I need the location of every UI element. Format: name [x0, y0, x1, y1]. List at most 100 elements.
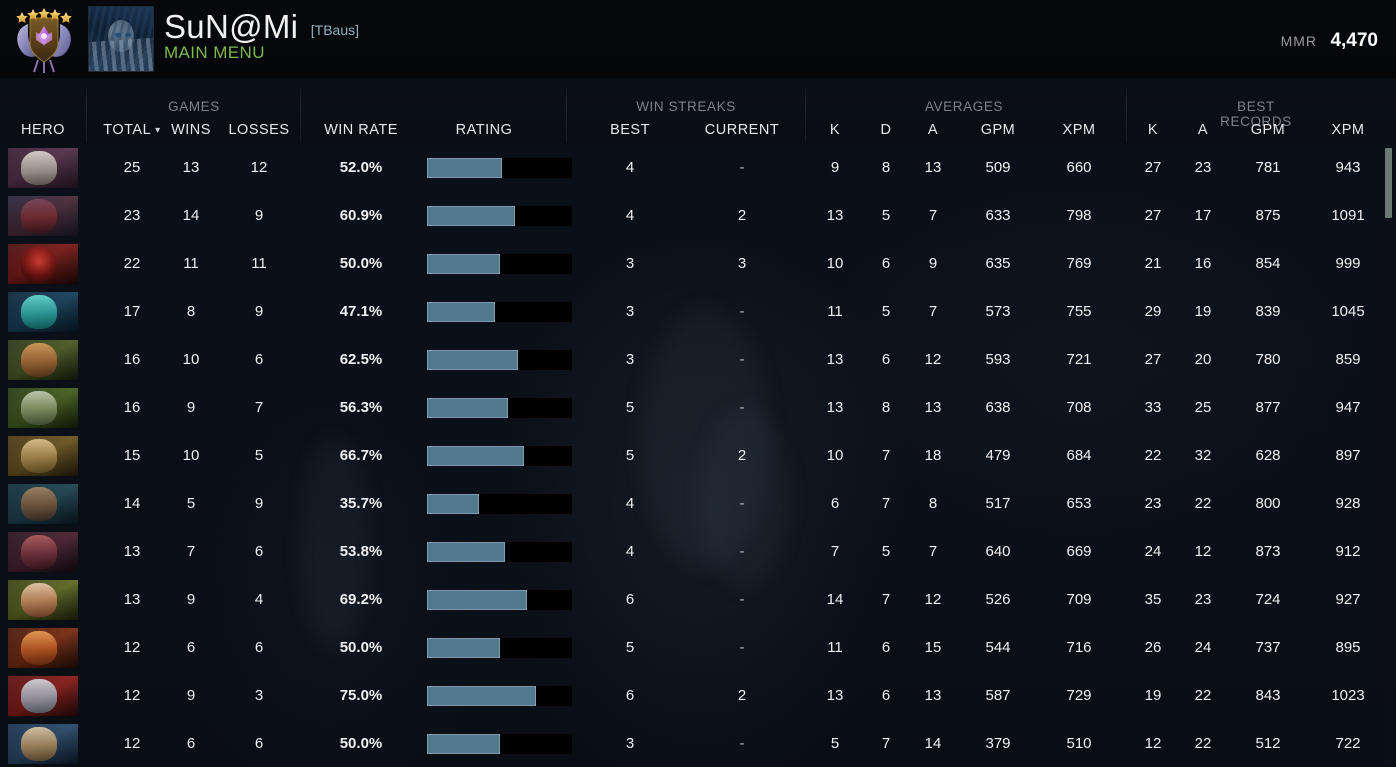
- hero-portrait-icon[interactable]: [8, 484, 78, 524]
- table-row[interactable]: 12 6 6 3-5 7 14 379 510 12 22 512 722 50.0%: [0, 720, 1396, 767]
- table-row[interactable]: 12 9 3 6 2 13 6 13 587 729 19 22 843 1023 75.0%: [0, 672, 1396, 720]
- table-row[interactable]: 22 11 11 3 3 10 6 9 635 769 21 16 854 999 50.0%: [0, 240, 1396, 288]
- table-row[interactable]: 16 10 6 3-13 6 12 593 721 27 20 780 859 62.5%: [0, 336, 1396, 384]
- cell-avg-xpm: 660: [1066, 159, 1092, 176]
- rating-bar-fill: [427, 542, 505, 562]
- table-row[interactable]: 16 9 7 5-13 8 13 638 708 33 25 877 947 56.3%: [0, 384, 1396, 432]
- cell-avg-gpm: 638: [985, 399, 1011, 416]
- hero-portrait-icon[interactable]: [8, 676, 78, 716]
- cell-best-gpm: 737: [1255, 639, 1281, 656]
- hero-portrait-icon[interactable]: [8, 196, 78, 236]
- cell-best-k: 21: [1144, 255, 1162, 272]
- rating-bar-fill: [427, 686, 536, 706]
- cell-streak-best: 3: [625, 351, 635, 368]
- cell-games-losses: 9: [254, 303, 264, 320]
- cell-best-gpm: 877: [1255, 399, 1281, 416]
- cell-best-a: 23: [1194, 591, 1212, 608]
- table-row[interactable]: 13 7 6 4-7 5 7 640 669 24 12 873 912 53.8%: [0, 528, 1396, 576]
- column-header-avg-gpm[interactable]: GPM: [980, 122, 1016, 138]
- hero-portrait-icon[interactable]: [8, 628, 78, 668]
- player-team-tag: [TBaus]: [310, 22, 360, 38]
- cell-best-xpm: 859: [1335, 351, 1361, 368]
- cell-avg-d: 5: [881, 303, 891, 320]
- cell-streak-best: 6: [625, 687, 635, 704]
- cell-games-losses: 6: [254, 543, 264, 560]
- cell-avg-gpm: 587: [985, 687, 1011, 704]
- cell-avg-xpm: 708: [1066, 399, 1092, 416]
- scrollbar-thumb[interactable]: [1385, 148, 1392, 218]
- table-row[interactable]: 25 13 12 4-9 8 13 509 660 27 23 781 943 52.0%: [0, 144, 1396, 192]
- cell-streak-current: 2: [737, 447, 747, 464]
- hero-portrait-icon[interactable]: [8, 724, 78, 764]
- cell-streak-current: -: [739, 399, 745, 416]
- rating-bar-fill: [427, 638, 500, 658]
- table-row[interactable]: 15 10 5 5 2 10 7 18 479 684 22 32 628 897 66.7%: [0, 432, 1396, 480]
- hero-stats-list[interactable]: 25 13 12 4-9 8 13 509 660 27 23 781 943 52.0% 23 14 9 4 2…: [0, 144, 1396, 767]
- scrollbar-track[interactable]: [1384, 146, 1392, 765]
- main-menu-link[interactable]: MAIN MENU: [164, 43, 265, 62]
- cell-best-k: 26: [1144, 639, 1162, 656]
- hero-portrait-icon[interactable]: [8, 340, 78, 380]
- table-row[interactable]: 17 8 9 3-11 5 7 573 755 29 19 839 1045 47.1%: [0, 288, 1396, 336]
- column-header-best-a[interactable]: A: [1197, 122, 1209, 138]
- rating-bar-track: [427, 494, 572, 514]
- cell-streak-best: 4: [625, 543, 635, 560]
- player-avatar-icon[interactable]: [88, 6, 154, 72]
- cell-avg-k: 9: [830, 159, 840, 176]
- cell-games-wins: 6: [186, 639, 196, 656]
- cell-streak-best: 3: [625, 255, 635, 272]
- cell-streak-current: -: [739, 495, 745, 512]
- cell-avg-gpm: 633: [985, 207, 1011, 224]
- cell-avg-k: 6: [830, 495, 840, 512]
- cell-best-a: 22: [1194, 735, 1212, 752]
- player-name: SuN@Mi: [164, 8, 299, 45]
- cell-games-wins: 10: [182, 447, 200, 464]
- mmr-label: MMR: [1280, 33, 1317, 49]
- cell-best-k: 24: [1144, 543, 1162, 560]
- hero-portrait-icon[interactable]: [8, 244, 78, 284]
- cell-games-wins: 5: [186, 495, 196, 512]
- column-header-games-losses[interactable]: LOSSES: [228, 122, 290, 138]
- column-header-best-k[interactable]: K: [1147, 122, 1159, 138]
- hero-portrait-icon[interactable]: [8, 532, 78, 572]
- cell-games-wins: 8: [186, 303, 196, 320]
- rating-bar-fill: [427, 350, 518, 370]
- column-header-streak-best[interactable]: BEST: [610, 122, 650, 138]
- cell-games-losses: 6: [254, 735, 264, 752]
- column-header-hero[interactable]: HERO: [21, 122, 65, 138]
- table-row[interactable]: 14 5 9 4-6 7 8 517 653 23 22 800 928 35.7%: [0, 480, 1396, 528]
- table-row[interactable]: 12 6 6 5-11 6 15 544 716 26 24 737 895 50.0%: [0, 624, 1396, 672]
- cell-win-rate: 50.0%: [339, 255, 383, 272]
- column-header-rating[interactable]: RATING: [455, 122, 513, 138]
- cell-best-gpm: 512: [1255, 735, 1281, 752]
- portrait-shading: [8, 628, 78, 668]
- mmr-display: MMR 4,470: [1281, 30, 1378, 52]
- cell-avg-d: 6: [881, 255, 891, 272]
- column-header-win-rate[interactable]: WIN RATE: [324, 122, 398, 138]
- cell-streak-best: 3: [625, 303, 635, 320]
- column-header-avg-a[interactable]: A: [927, 122, 939, 138]
- hero-portrait-icon[interactable]: [8, 580, 78, 620]
- cell-avg-k: 14: [826, 591, 844, 608]
- rating-bar-track: [427, 398, 572, 418]
- cell-avg-d: 5: [881, 543, 891, 560]
- portrait-shading: [8, 388, 78, 428]
- hero-portrait-icon[interactable]: [8, 148, 78, 188]
- column-header-streak-current[interactable]: CURRENT: [704, 122, 780, 138]
- column-header-best-gpm[interactable]: GPM: [1250, 122, 1286, 138]
- column-header-best-xpm[interactable]: XPM: [1331, 122, 1365, 138]
- cell-games-wins: 13: [182, 159, 200, 176]
- cell-best-k: 29: [1144, 303, 1162, 320]
- column-header-avg-xpm[interactable]: XPM: [1062, 122, 1096, 138]
- column-header-avg-k[interactable]: K: [829, 122, 841, 138]
- rank-medal-5-star-icon[interactable]: [8, 4, 80, 74]
- cell-games-losses: 11: [251, 255, 267, 272]
- hero-portrait-icon[interactable]: [8, 388, 78, 428]
- table-row[interactable]: 23 14 9 4 2 13 5 7 633 798 27 17 875 1091 60.9%: [0, 192, 1396, 240]
- hero-portrait-icon[interactable]: [8, 292, 78, 332]
- table-row[interactable]: 13 9 4 6-14 7 12 526 709 35 23 724 927 69.2%: [0, 576, 1396, 624]
- column-header-avg-d[interactable]: D: [880, 122, 892, 138]
- hero-portrait-icon[interactable]: [8, 436, 78, 476]
- column-header-games-wins[interactable]: WINS: [171, 122, 211, 138]
- cell-best-gpm: 875: [1255, 207, 1281, 224]
